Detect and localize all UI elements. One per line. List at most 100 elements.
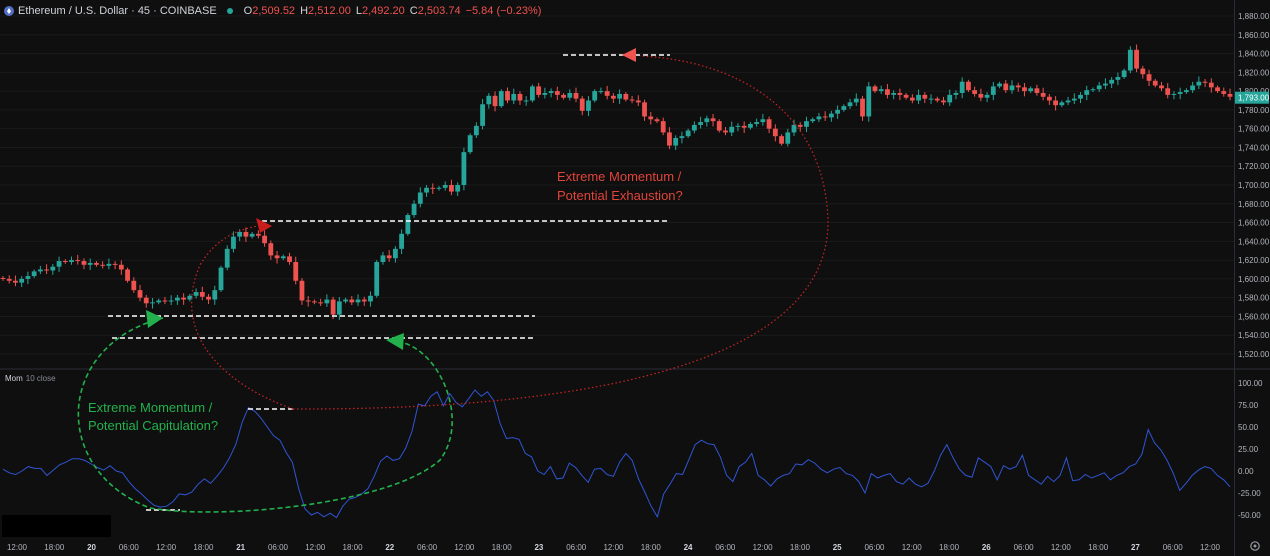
- candle-body: [31, 271, 37, 277]
- candle-body: [1090, 89, 1096, 91]
- candle-body: [467, 135, 473, 153]
- candle-body: [243, 231, 249, 237]
- indicator-name: Mom: [5, 374, 23, 383]
- candle-body: [56, 261, 62, 267]
- candle-body: [704, 118, 710, 123]
- candle-body: [947, 94, 953, 103]
- candle-body: [741, 125, 747, 128]
- candle-body: [1127, 49, 1133, 71]
- price-tick: 1,820.00: [1238, 68, 1270, 77]
- candle-body: [660, 121, 666, 133]
- time-tick: 18:00: [343, 543, 364, 552]
- candle-body: [405, 215, 411, 234]
- momentum-tick: 50.00: [1238, 423, 1259, 432]
- candle-body: [1227, 93, 1233, 97]
- candle-body: [629, 99, 635, 101]
- candles-layer: [0, 44, 1233, 320]
- high-label: H: [300, 5, 309, 17]
- candle-body: [100, 264, 106, 266]
- exhaustion-curve-left: [190, 225, 294, 410]
- candle-body: [1152, 80, 1158, 86]
- candle-body: [87, 262, 93, 265]
- candle-body: [511, 93, 517, 101]
- time-tick: 06:00: [268, 543, 289, 552]
- market-status-icon[interactable]: [226, 8, 233, 14]
- candle-body: [604, 91, 610, 96]
- candle-body: [1040, 92, 1046, 97]
- candle-body: [299, 280, 305, 301]
- time-tick: 12:00: [902, 543, 923, 552]
- candle-body: [941, 100, 946, 103]
- candle-body: [667, 132, 672, 146]
- candle-body: [330, 299, 336, 315]
- candle-body: [897, 92, 903, 95]
- candle-body: [903, 94, 909, 98]
- candle-body: [866, 86, 872, 117]
- time-tick: 22: [385, 543, 394, 552]
- candle-body: [847, 102, 853, 107]
- candle-body: [1190, 85, 1196, 91]
- candle-body: [617, 93, 623, 99]
- candle-body: [959, 81, 965, 93]
- open-value: 2,509.52: [252, 5, 296, 17]
- low-label: L: [355, 5, 362, 17]
- momentum-tick: 75.00: [1238, 401, 1259, 410]
- momentum-tick: 25.00: [1238, 445, 1259, 454]
- candle-body: [455, 185, 461, 192]
- candle-body: [567, 92, 573, 98]
- candle-body: [1078, 94, 1083, 99]
- candle-body: [598, 91, 604, 93]
- price-tick: 1,700.00: [1238, 181, 1270, 190]
- price-tick: 1,660.00: [1238, 219, 1270, 228]
- candle-body: [536, 86, 542, 95]
- candle-body: [199, 292, 205, 297]
- candle-body: [654, 119, 660, 122]
- candle-body: [374, 261, 380, 296]
- time-tick: 27: [1131, 543, 1140, 552]
- candle-body: [828, 113, 834, 118]
- candle-body: [872, 86, 878, 92]
- exhaustion-curve: [292, 55, 829, 410]
- candle-body: [231, 236, 236, 249]
- open-label: O: [243, 5, 253, 17]
- candle-body: [44, 269, 49, 271]
- redacted-box: [2, 515, 111, 537]
- candle-body: [1171, 93, 1177, 95]
- candle-body: [449, 185, 454, 192]
- candle-body: [162, 300, 168, 302]
- candle-body: [772, 128, 778, 137]
- current-price-badge: [1235, 91, 1269, 104]
- candle-body: [168, 300, 174, 302]
- candle-body: [679, 136, 685, 139]
- symbol-title[interactable]: Ethereum / U.S. Dollar · 45 · COINBASE: [18, 5, 217, 17]
- indicator-params: 10 close: [25, 374, 56, 383]
- price-tick: 1,780.00: [1238, 106, 1270, 115]
- candle-body: [137, 290, 143, 298]
- candle-body: [131, 280, 137, 291]
- candle-body: [554, 91, 560, 95]
- candle-body: [561, 94, 566, 98]
- candle-body: [19, 278, 25, 283]
- annotations-layer: Extreme Momentum / Potential Exhaustion? E…: [77, 48, 829, 513]
- indicator-legend[interactable]: Mom 10 close: [5, 374, 56, 383]
- time-tick: 06:00: [417, 543, 438, 552]
- candle-body: [224, 248, 230, 268]
- close-label: C: [409, 5, 418, 17]
- candle-body: [249, 233, 255, 237]
- price-tick: 1,640.00: [1238, 237, 1270, 246]
- candle-body: [1065, 100, 1071, 103]
- price-tick: 1,840.00: [1238, 50, 1270, 59]
- candle-body: [760, 119, 766, 123]
- candle-body: [498, 91, 504, 107]
- time-tick: 12:00: [305, 543, 326, 552]
- candle-body: [573, 92, 579, 99]
- settings-icon[interactable]: [1249, 540, 1261, 552]
- change-value: −5.84 (−0.23%): [465, 5, 542, 17]
- candle-body: [417, 192, 423, 204]
- time-tick: 25: [833, 543, 842, 552]
- time-tick: 06:00: [1163, 543, 1184, 552]
- candle-body: [324, 299, 330, 304]
- candle-body: [1159, 85, 1164, 89]
- candle-body: [990, 86, 996, 95]
